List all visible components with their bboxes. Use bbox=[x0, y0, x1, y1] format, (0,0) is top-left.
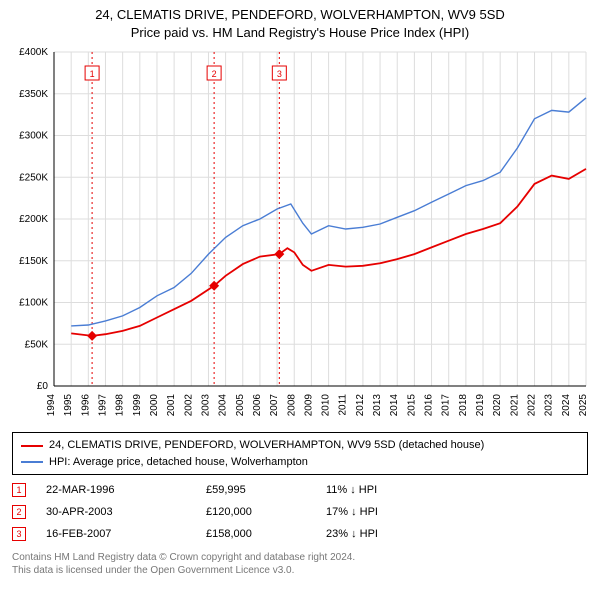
legend-swatch bbox=[21, 461, 43, 463]
footnote-line-2: This data is licensed under the Open Gov… bbox=[12, 564, 588, 577]
svg-text:1995: 1995 bbox=[63, 394, 74, 417]
svg-text:2005: 2005 bbox=[235, 394, 246, 417]
svg-text:£50K: £50K bbox=[25, 340, 49, 351]
svg-text:2013: 2013 bbox=[372, 394, 383, 417]
sale-marker-icon: 1 bbox=[12, 483, 26, 497]
svg-text:2007: 2007 bbox=[269, 394, 280, 417]
sale-price: £59,995 bbox=[206, 484, 326, 496]
svg-text:2025: 2025 bbox=[578, 394, 589, 417]
svg-text:2021: 2021 bbox=[509, 394, 520, 417]
svg-text:£150K: £150K bbox=[19, 256, 48, 267]
svg-text:2020: 2020 bbox=[492, 394, 503, 417]
svg-text:2024: 2024 bbox=[561, 394, 572, 417]
sale-date: 22-MAR-1996 bbox=[46, 484, 206, 496]
svg-text:2010: 2010 bbox=[321, 394, 332, 417]
svg-text:2008: 2008 bbox=[286, 394, 297, 417]
svg-text:1999: 1999 bbox=[132, 394, 143, 417]
svg-text:2006: 2006 bbox=[252, 394, 263, 417]
svg-text:3: 3 bbox=[277, 69, 282, 79]
svg-text:2012: 2012 bbox=[355, 394, 366, 417]
sale-delta: 11% ↓ HPI bbox=[326, 484, 446, 496]
svg-text:£300K: £300K bbox=[19, 131, 48, 142]
footnote-line-1: Contains HM Land Registry data © Crown c… bbox=[12, 551, 588, 564]
svg-text:1996: 1996 bbox=[80, 394, 91, 417]
sale-date: 16-FEB-2007 bbox=[46, 528, 206, 540]
legend-swatch bbox=[21, 445, 43, 447]
svg-text:1994: 1994 bbox=[46, 394, 57, 417]
legend-label: HPI: Average price, detached house, Wolv… bbox=[49, 454, 308, 471]
svg-text:2011: 2011 bbox=[338, 394, 349, 416]
title-line-1: 24, CLEMATIS DRIVE, PENDEFORD, WOLVERHAM… bbox=[6, 6, 594, 24]
chart-container: 24, CLEMATIS DRIVE, PENDEFORD, WOLVERHAM… bbox=[0, 0, 600, 590]
legend-item-hpi: HPI: Average price, detached house, Wolv… bbox=[21, 454, 579, 471]
chart-plot: £0 £50K £100K £150K £200K £250K £300K £350K £400… bbox=[6, 46, 594, 426]
svg-text:2: 2 bbox=[212, 69, 217, 79]
legend-item-property: 24, CLEMATIS DRIVE, PENDEFORD, WOLVERHAM… bbox=[21, 437, 579, 454]
chart-svg: £0 £50K £100K £150K £200K £250K £300K £350K £400… bbox=[6, 46, 594, 426]
sale-marker-icon: 3 bbox=[12, 527, 26, 541]
sale-row: 3 16-FEB-2007£158,00023% ↓ HPI bbox=[12, 523, 588, 545]
svg-text:£0: £0 bbox=[37, 381, 49, 392]
svg-text:£100K: £100K bbox=[19, 298, 48, 309]
svg-text:2002: 2002 bbox=[183, 394, 194, 417]
svg-text:£250K: £250K bbox=[19, 173, 48, 184]
svg-text:2018: 2018 bbox=[458, 394, 469, 417]
svg-text:2000: 2000 bbox=[149, 394, 160, 417]
title-line-2: Price paid vs. HM Land Registry's House … bbox=[6, 24, 594, 42]
svg-text:2019: 2019 bbox=[475, 394, 486, 417]
sale-delta: 23% ↓ HPI bbox=[326, 528, 446, 540]
svg-text:1998: 1998 bbox=[115, 394, 126, 417]
svg-text:2003: 2003 bbox=[200, 394, 211, 417]
sale-date: 30-APR-2003 bbox=[46, 506, 206, 518]
svg-text:2015: 2015 bbox=[406, 394, 417, 417]
sale-row: 1 22-MAR-1996£59,99511% ↓ HPI bbox=[12, 479, 588, 501]
svg-text:£400K: £400K bbox=[19, 47, 48, 58]
svg-text:2016: 2016 bbox=[424, 394, 435, 417]
svg-text:2014: 2014 bbox=[389, 394, 400, 417]
svg-text:2017: 2017 bbox=[441, 394, 452, 417]
svg-text:2023: 2023 bbox=[544, 394, 555, 417]
footnote: Contains HM Land Registry data © Crown c… bbox=[12, 551, 588, 577]
sale-price: £120,000 bbox=[206, 506, 326, 518]
svg-text:1: 1 bbox=[90, 69, 95, 79]
svg-text:2004: 2004 bbox=[218, 394, 229, 417]
svg-text:2001: 2001 bbox=[166, 394, 177, 417]
sale-row: 2 30-APR-2003£120,00017% ↓ HPI bbox=[12, 501, 588, 523]
svg-text:£350K: £350K bbox=[19, 89, 48, 100]
svg-text:2009: 2009 bbox=[303, 394, 314, 417]
legend: 24, CLEMATIS DRIVE, PENDEFORD, WOLVERHAM… bbox=[12, 432, 588, 475]
svg-text:£200K: £200K bbox=[19, 214, 48, 225]
sales-table: 1 22-MAR-1996£59,99511% ↓ HPI 2 30-APR-2003… bbox=[12, 479, 588, 545]
legend-label: 24, CLEMATIS DRIVE, PENDEFORD, WOLVERHAM… bbox=[49, 437, 484, 454]
chart-title: 24, CLEMATIS DRIVE, PENDEFORD, WOLVERHAM… bbox=[6, 6, 594, 42]
svg-text:2022: 2022 bbox=[527, 394, 538, 417]
sale-delta: 17% ↓ HPI bbox=[326, 506, 446, 518]
svg-text:1997: 1997 bbox=[97, 394, 108, 417]
sale-price: £158,000 bbox=[206, 528, 326, 540]
sale-marker-icon: 2 bbox=[12, 505, 26, 519]
